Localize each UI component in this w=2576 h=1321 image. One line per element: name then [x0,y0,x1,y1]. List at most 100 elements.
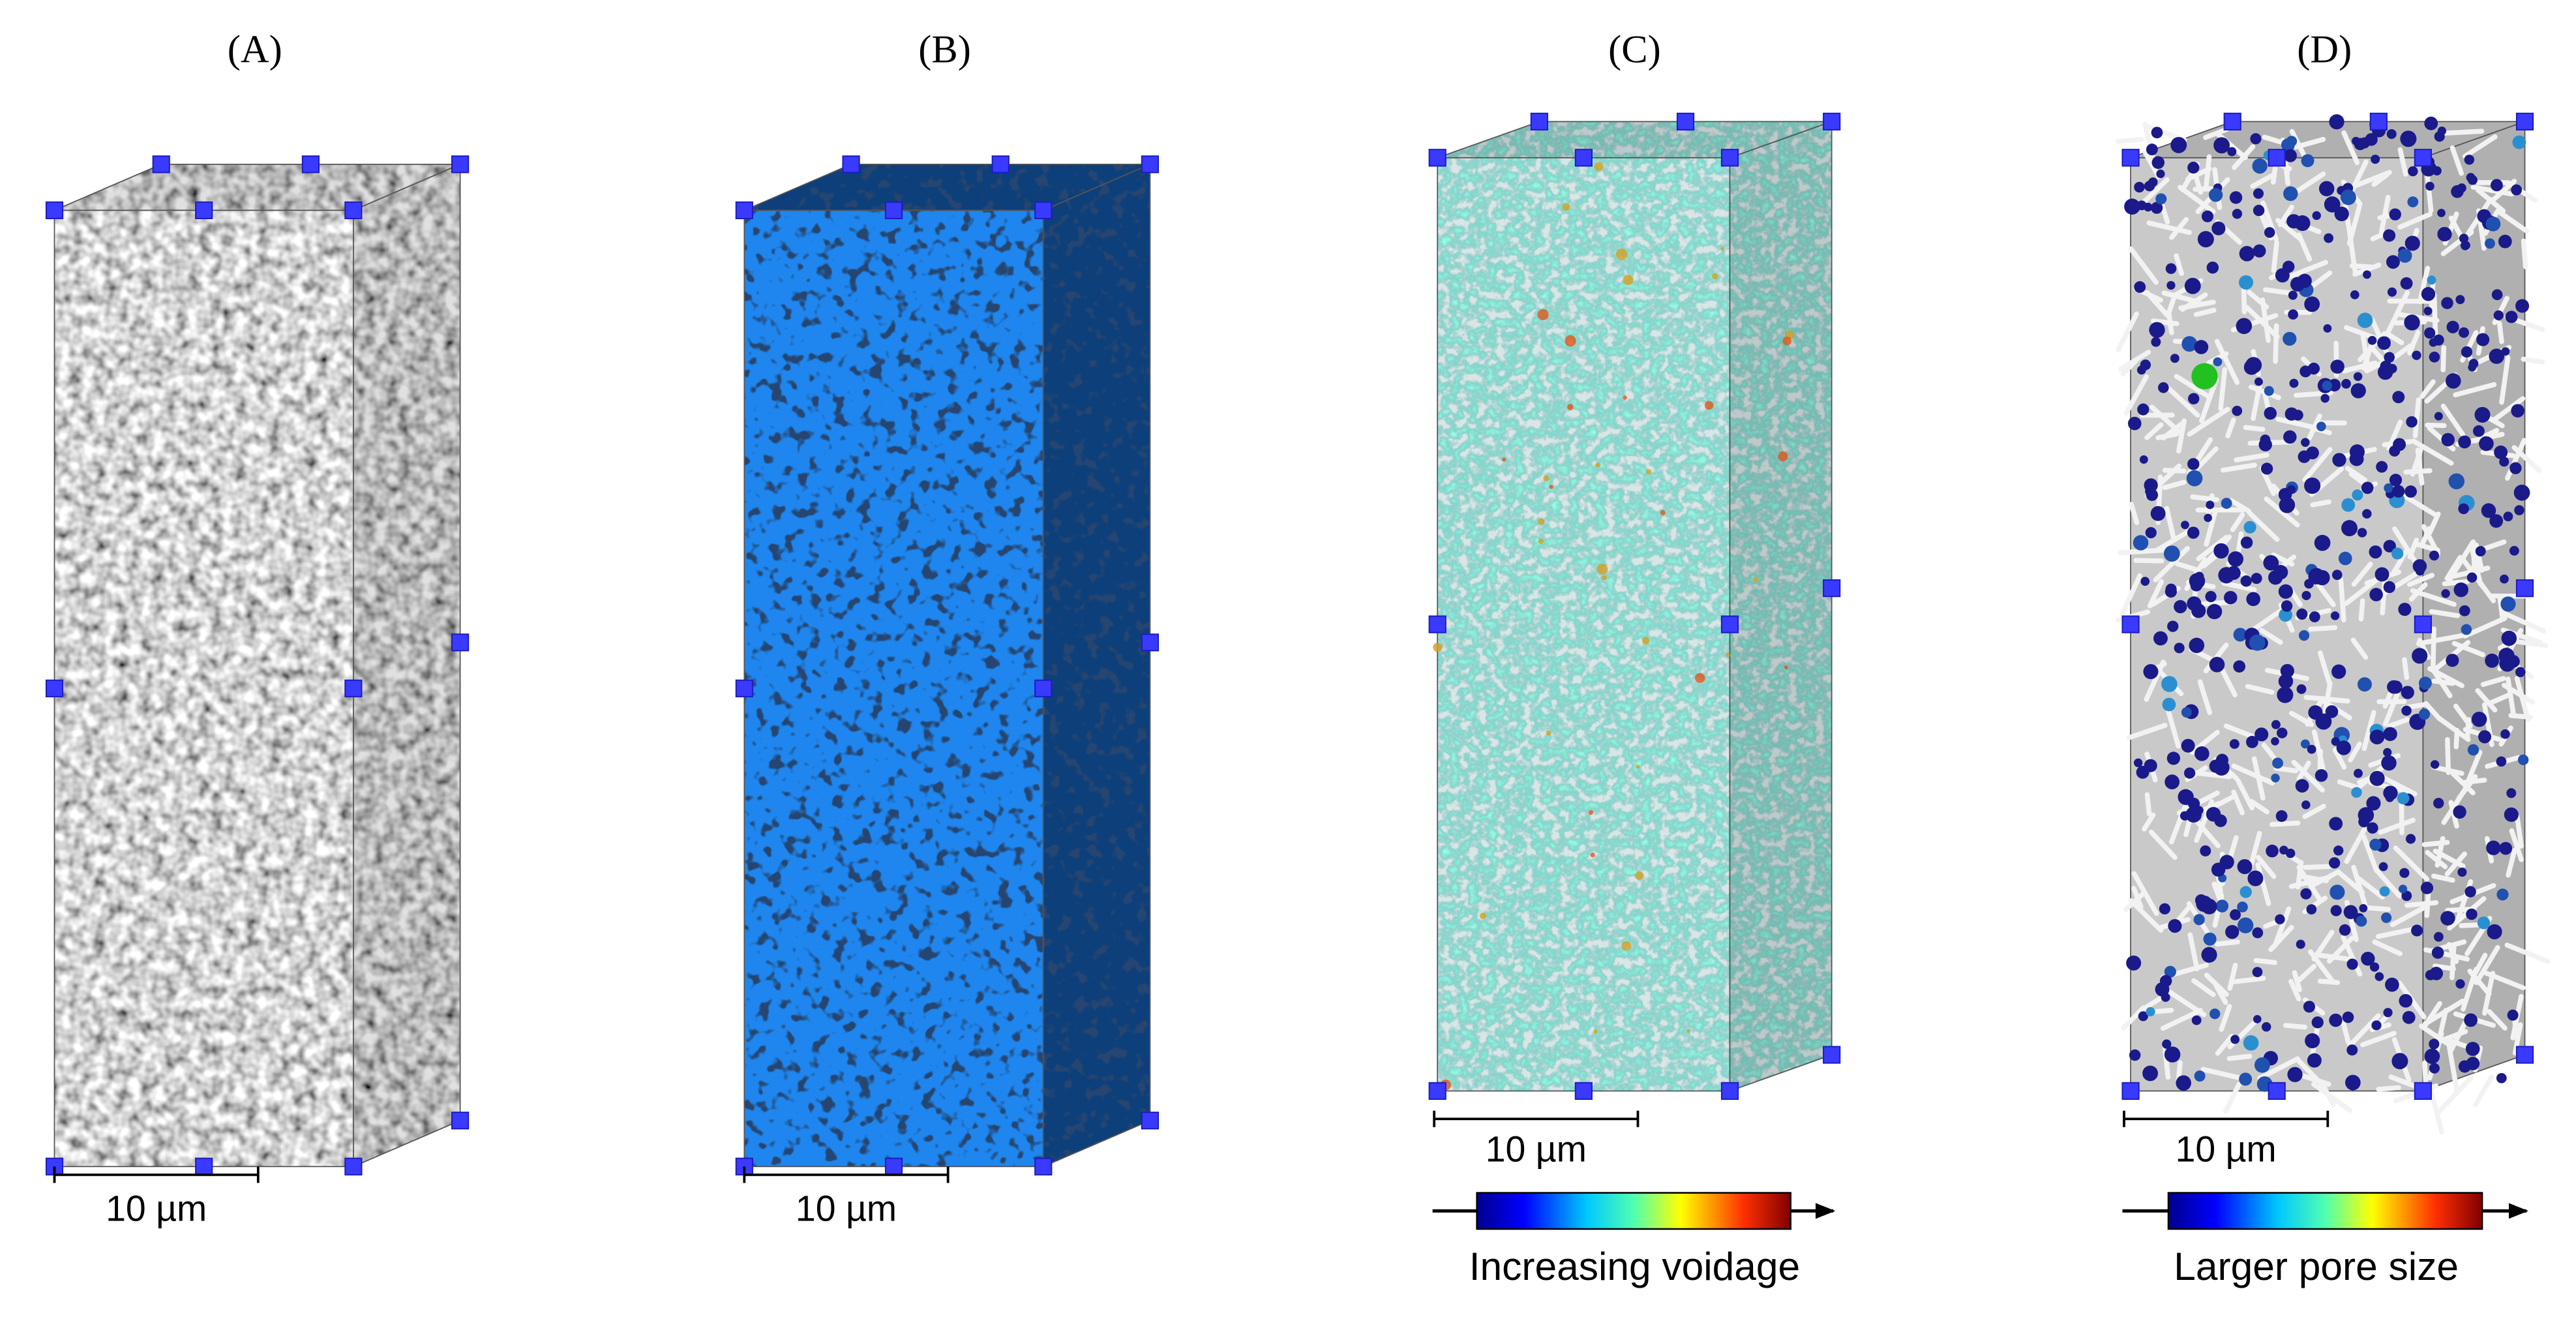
void-spot [1546,731,1551,736]
void-spot [1594,162,1604,172]
pore [2429,352,2440,363]
pore [2252,158,2268,174]
throat [2215,1033,2234,1056]
corner-marker [2223,112,2241,130]
pore [2285,848,2296,858]
void-spot [1646,469,1652,475]
throat [2214,939,2240,947]
void-spot [1549,485,1553,489]
pore [2298,630,2310,641]
pore [2350,290,2359,299]
throat [2164,987,2207,1018]
corner-marker [2268,1082,2286,1100]
corner-marker [344,1157,363,1176]
throat [2269,820,2301,827]
pore [2441,297,2453,309]
pore [2304,477,2321,494]
throat [2341,935,2363,977]
pore [2386,255,2400,269]
pore [2354,768,2363,778]
void-spot [1686,1029,1690,1033]
pore [2371,155,2380,164]
throat [2463,616,2508,639]
pore [2429,1063,2440,1074]
pore [2318,181,2335,196]
throat [2481,969,2526,990]
throat [2378,817,2416,835]
throat [2470,185,2515,197]
throat [2293,390,2333,398]
pore [2254,377,2263,386]
pore [2402,1010,2416,1024]
pore [2191,1015,2202,1025]
throat [2406,573,2435,587]
pore [2464,1013,2478,1027]
pore [2506,788,2517,798]
corner-marker [1720,615,1739,633]
pore [2166,752,2181,765]
throat [2442,579,2470,586]
pore [2284,407,2298,421]
throat [2436,1075,2474,1114]
throat [2142,812,2156,832]
throat [2196,535,2229,562]
throat [2436,716,2471,742]
throat [2147,579,2164,609]
throat [2235,778,2254,811]
pore [2405,834,2416,844]
pore [2226,566,2241,580]
pore [2352,489,2363,501]
corner-marker [1823,1046,1841,1064]
pore [2381,912,2392,923]
throat [2475,688,2498,713]
pore [2464,886,2476,898]
void-spot [1590,852,1595,858]
throat [2453,382,2497,398]
pore [2225,924,2239,939]
throat [2511,445,2542,473]
pore [2464,155,2475,165]
void-spot [1538,538,1544,544]
throat [2380,573,2388,616]
throat [2162,479,2187,491]
corner-marker [1720,1082,1739,1100]
pore [2324,196,2341,213]
pore [2466,1056,2480,1070]
pore [2392,391,2405,404]
pore [2290,277,2305,292]
throat [2308,270,2333,290]
corner-marker [991,155,1010,174]
pore [2163,545,2180,562]
pore [2369,729,2385,745]
throat [2361,710,2376,752]
pore [2250,133,2262,145]
pore [2397,249,2412,263]
pore [2406,416,2418,428]
pore [2477,917,2491,930]
throat [2514,813,2524,849]
void-spot [1694,673,1705,684]
pore [2334,206,2349,222]
throat [2461,778,2487,785]
throat [2243,425,2266,432]
pore [2261,1022,2271,1032]
throat [2253,958,2277,965]
voids [1437,157,1730,1091]
pore [2186,470,2203,487]
pore [2170,354,2179,363]
pore [2309,611,2320,623]
throat [2488,692,2512,706]
pore [2189,637,2205,654]
throat [2374,868,2403,899]
throat [2262,134,2284,145]
pore [2455,979,2465,989]
corner-marker [1141,1112,1160,1130]
pore [2459,605,2470,616]
pore [2354,138,2367,151]
throat [2422,998,2465,1027]
pore [2338,551,2352,566]
pore [2126,955,2142,971]
pore [2208,188,2223,202]
throat [2467,968,2492,997]
